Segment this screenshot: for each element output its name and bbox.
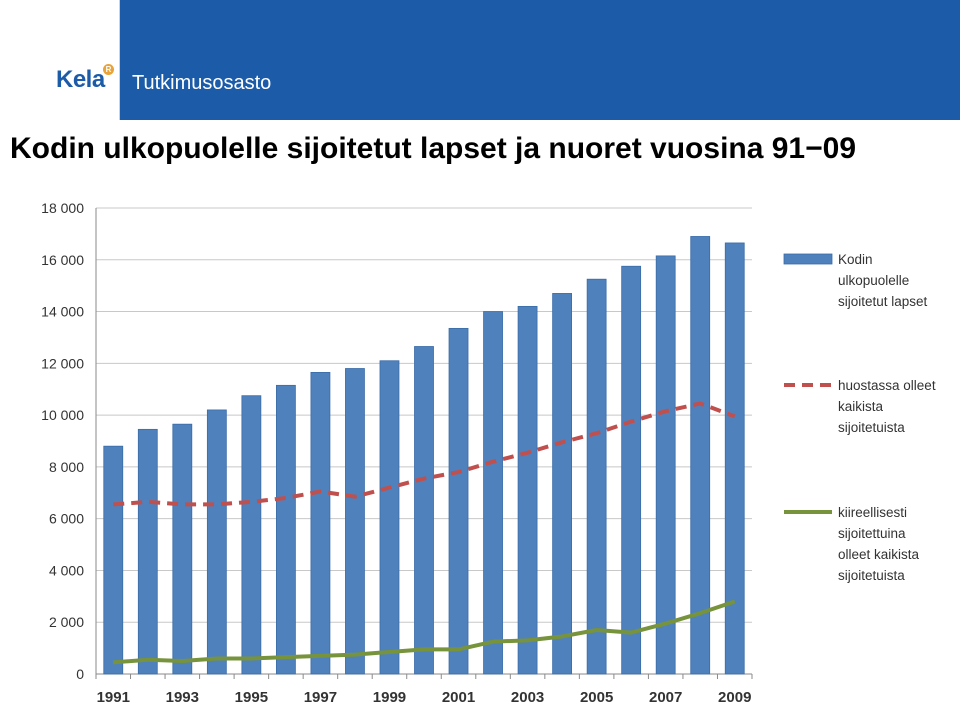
department-name: Tutkimusosasto	[132, 72, 272, 94]
series-line-kiireellisesti	[113, 599, 736, 665]
x-tick-label: 2009	[718, 689, 751, 706]
y-tick-label: 4 000	[49, 562, 84, 578]
legend-label: ulkopuolelle	[838, 273, 909, 288]
y-tick-label: 18 000	[41, 200, 84, 216]
y-tick-label: 0	[76, 666, 84, 682]
x-tick-label: 2003	[511, 689, 544, 706]
logo-text: Kela	[56, 66, 105, 93]
bar	[552, 293, 573, 675]
bar	[206, 409, 227, 675]
legend-label: sijoitetut lapset	[838, 294, 928, 309]
x-tick-label: 2007	[649, 689, 682, 706]
x-tick-label: 1993	[166, 689, 199, 706]
y-tick-label: 14 000	[41, 304, 84, 320]
legend-label: kiireellisesti	[838, 505, 907, 520]
x-tick-label: 1991	[97, 689, 130, 706]
legend-swatch-bar	[783, 253, 833, 265]
legend-label: kaikista	[838, 399, 884, 414]
bar	[483, 311, 503, 675]
bar	[517, 305, 538, 675]
legend-label: Kodin	[838, 252, 873, 267]
bar	[241, 395, 262, 675]
x-tick-label: 2005	[580, 689, 613, 706]
bar	[379, 360, 400, 675]
legend-label: sijoitettuina	[838, 526, 906, 541]
bar	[448, 327, 469, 675]
bar	[137, 428, 158, 675]
bar	[621, 265, 642, 675]
x-tick-label: 2001	[442, 689, 475, 706]
y-tick-label: 6 000	[49, 511, 84, 527]
bar	[586, 278, 607, 675]
bar	[724, 242, 745, 675]
bar	[275, 384, 296, 675]
series-line-huostassa	[113, 401, 736, 507]
legend-label: sijoitetuista	[838, 568, 905, 583]
bar	[310, 371, 331, 675]
kela-logo: Kela R	[0, 0, 120, 120]
bar	[172, 423, 193, 675]
header-bar	[0, 0, 960, 120]
y-tick-label: 12 000	[41, 355, 84, 371]
legend-label: huostassa olleet	[838, 378, 936, 393]
y-tick-label: 16 000	[41, 252, 84, 268]
legend-label: sijoitetuista	[838, 420, 905, 435]
bar	[345, 368, 365, 675]
bar	[690, 236, 711, 675]
x-tick-label: 1995	[235, 689, 268, 706]
bar	[414, 346, 434, 675]
slide-title: Kodin ulkopuolelle sijoitetut lapset ja …	[10, 132, 857, 165]
registered-mark-icon: R	[103, 64, 114, 75]
bar	[103, 445, 124, 675]
x-tick-label: 1999	[373, 689, 406, 706]
legend-label: olleet kaikista	[838, 547, 920, 562]
x-tick-label: 1997	[304, 689, 337, 706]
y-tick-label: 8 000	[49, 459, 84, 475]
chart: 0 2 000 4 000 6 000 8 000 10 000 12 000 14 000 1…	[41, 200, 936, 706]
bar	[655, 255, 676, 675]
y-tick-label: 10 000	[41, 407, 84, 423]
y-tick-label: 2 000	[49, 614, 84, 630]
